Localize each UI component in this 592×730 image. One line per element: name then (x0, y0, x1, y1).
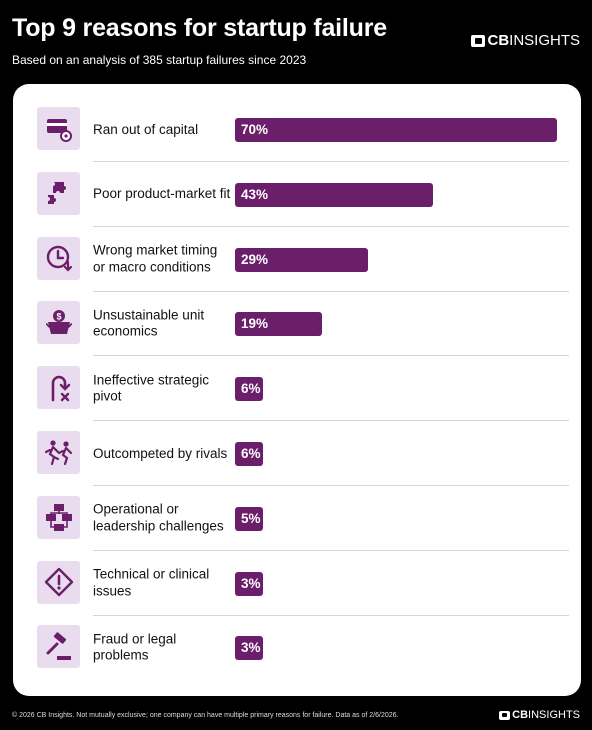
chart-subtitle: Based on an analysis of 385 startup fail… (12, 53, 307, 67)
gavel-icon (37, 625, 80, 669)
puzzle-pieces-icon (37, 171, 80, 215)
category-label: Poor product-market fit (93, 186, 231, 202)
bar (235, 442, 263, 466)
bar (235, 312, 323, 337)
bar-value-label: 70% (241, 122, 269, 137)
logo-insights-text: INSIGHTS (509, 32, 580, 49)
bar (235, 506, 263, 531)
bar-value-label: 3% (241, 640, 261, 656)
bar (235, 182, 433, 207)
chart-row: Operational or leadership challenges 5% (13, 486, 581, 551)
chart-row: Technical or clinical issues 3% (13, 551, 581, 616)
category-label: Operational or leadership challenges (93, 501, 224, 534)
category-label: Unsustainable unit economics (93, 307, 205, 339)
cbinsights-logo: CB INSIGHTS (471, 32, 580, 49)
chart-row: Ineffective strategic pivot 6% (13, 356, 581, 422)
bar-value-label: 6% (241, 446, 261, 461)
clock-down-icon (37, 236, 80, 280)
category-label: Ran out of capital (93, 121, 199, 137)
bar-value-label: 3% (241, 575, 261, 591)
money-bucket-icon: $ (37, 301, 80, 345)
bar-value-label: 5% (241, 510, 261, 526)
chart-row: Poor product-market fit 43% (13, 162, 581, 227)
logo-cb-text: CB (512, 709, 529, 721)
row-divider (93, 290, 569, 292)
logo-cb-text: CB (487, 32, 510, 49)
bar (235, 377, 263, 402)
bar-value-label: 29% (241, 251, 269, 267)
chart-row: $ Unsustainable unit economics 19% (13, 291, 581, 357)
row-divider (93, 420, 569, 422)
bar-value-label: 6% (241, 381, 261, 397)
row-divider (93, 355, 569, 357)
row-divider (93, 549, 569, 551)
money-card-icon (37, 107, 80, 150)
category-label: Outcompeted by rivals (93, 445, 228, 461)
pivot-arrow-icon (37, 366, 80, 410)
chart-row: Outcompeted by rivals 6% (13, 421, 581, 486)
bar (235, 636, 263, 661)
org-chart-icon (37, 495, 80, 539)
chart-row: Wrong market timing or macro conditions 2… (13, 227, 581, 292)
row-divider (93, 225, 569, 227)
bar (235, 118, 557, 142)
category-label: Fraud or legal problems (93, 631, 177, 663)
cbinsights-mark-icon (499, 710, 511, 720)
row-divider (93, 614, 569, 616)
bar-value-label: 19% (241, 316, 269, 332)
chart-row: Ran out of capital 70% (13, 97, 581, 162)
category-label: Wrong market timing or macro conditions (93, 242, 218, 275)
row-divider (93, 161, 569, 162)
footnote: © 2026 CB Insights. Not mutually exclusi… (12, 712, 399, 719)
cbinsights-mark-icon (471, 34, 486, 47)
bar-value-label: 43% (241, 186, 269, 202)
bar (235, 571, 263, 596)
cbinsights-logo-footer: CB INSIGHTS (499, 709, 580, 721)
chart-title: Top 9 reasons for startup failure (12, 14, 387, 42)
bar (235, 247, 369, 272)
warning-sign-icon (37, 560, 80, 604)
logo-insights-text: INSIGHTS (528, 709, 580, 721)
category-label: Ineffective strategic pivot (93, 372, 210, 404)
running-rivals-icon (37, 431, 80, 474)
row-divider (93, 485, 569, 486)
chart-row: Fraud or legal problems 3% (13, 615, 581, 680)
chart-card: Ran out of capital 70% Poor product-market… (13, 84, 581, 696)
svg-text:$: $ (56, 311, 61, 321)
category-label: Technical or clinical issues (93, 566, 210, 599)
